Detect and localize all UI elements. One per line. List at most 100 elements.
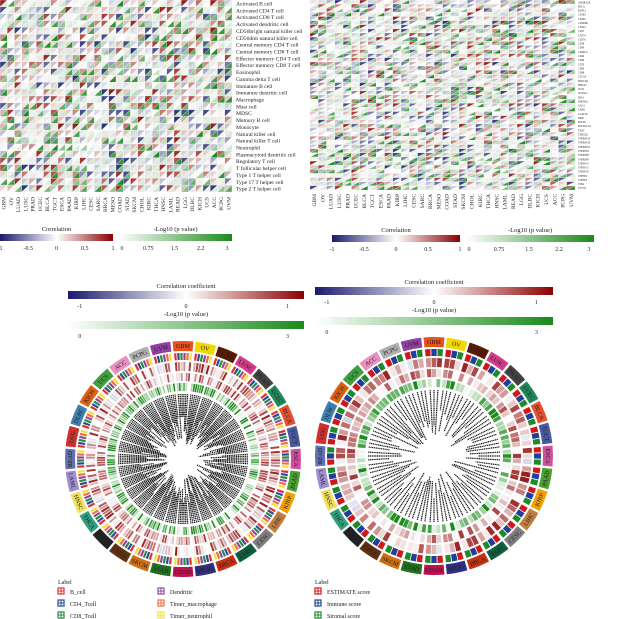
row-label: VSIR [578, 183, 584, 186]
colorbar [0, 234, 113, 241]
row-label: Type 2 T helper cell [236, 187, 281, 193]
row-label: ADORA2A [578, 1, 591, 4]
row-label: CD200R1 [578, 22, 589, 25]
row-label: Activated CD8 T cell [236, 15, 284, 21]
row-label: Natural killer T cell [236, 139, 281, 145]
column-label: LUSC [337, 194, 343, 208]
column-label: THCA [154, 197, 160, 212]
column-label: BRCA [103, 197, 109, 212]
row-label: LAG3 [578, 105, 585, 108]
correlation-cell [177, 362, 181, 372]
row-label: BTNL2 [578, 10, 587, 13]
legend-p-tick: 3 [286, 334, 289, 340]
correlation-cell [185, 362, 189, 372]
correlation-cell [187, 373, 191, 382]
column-label: GBM [312, 194, 318, 207]
legend-p-tick: 2.2 [197, 246, 205, 252]
column-label: TGCT [370, 193, 376, 208]
column-label: COAD [445, 194, 451, 210]
row-label: CD27 [578, 30, 585, 33]
row-label: TNFRSF9 [578, 158, 590, 161]
row-label: IDO1 [578, 96, 585, 99]
column-label: GBM [2, 197, 8, 210]
legend-corr-tick: 1 [286, 304, 289, 310]
row-label: CTLA4 [578, 76, 587, 79]
legend-corr-tick: -1 [77, 304, 82, 310]
row-label: Plasmacytoid dentritic cell [236, 152, 296, 158]
column-label: OV [9, 197, 15, 205]
legend-corr-title: Correlation [381, 227, 411, 234]
label-cell [202, 355, 207, 363]
label-cell [186, 353, 189, 361]
legend-corr-tick: 0.5 [81, 246, 89, 252]
row-label: TIGIT [578, 129, 585, 132]
row-label: CD86 [578, 72, 585, 75]
row-label: Type 17 T helper cell [236, 180, 284, 186]
correlation-cell [180, 362, 183, 372]
row-label: CD56dim natural killer cell [236, 36, 298, 42]
column-label: CHOL [139, 196, 145, 212]
column-label: MESO [110, 197, 116, 212]
row-label: CD160 [578, 14, 586, 17]
pvalue-cell [176, 383, 179, 392]
colorbar [68, 291, 304, 299]
row-label: CD56bright natural killer cell [236, 29, 303, 35]
pvalue-cell [185, 383, 188, 392]
legend-p-tick: 0.75 [143, 246, 154, 252]
row-label: Monocyte [236, 125, 259, 131]
column-label: LAML [168, 196, 174, 212]
correlation-cell [178, 373, 181, 382]
label-cell [180, 353, 183, 361]
column-label: SKCM [132, 197, 138, 213]
row-label: Effector memory CD8 T cell [236, 62, 301, 69]
significance-text [179, 394, 182, 417]
legend-corr-tick: 1 [112, 246, 115, 252]
legend-corr-tick: -1 [330, 247, 335, 253]
row-label: CD200 [578, 18, 586, 21]
label-cell [199, 354, 204, 362]
column-label: PRAD [31, 197, 37, 212]
correlation-cell [185, 373, 188, 382]
column-label: CHOL [469, 193, 475, 209]
pvalue-cell [187, 383, 190, 392]
column-label: MESO [436, 194, 442, 209]
legend-corr-title: Correlation coefficient [157, 283, 216, 290]
column-label: UCEC [38, 197, 44, 212]
row-label: LAIR1 [578, 109, 586, 112]
row-label: KIR3DL1 [578, 100, 589, 103]
legend-corr-tick: -0.5 [359, 247, 369, 253]
circular-heatmap-2: GBM OVLUADLUSCPRADUCECBLCATGCTESCAPAADKIR… [64, 341, 302, 577]
column-label: KIRC [478, 194, 484, 207]
row-label: MDSC [236, 111, 252, 117]
row-label: Mast cell [236, 104, 257, 110]
legend-corr-tick: -0.5 [24, 246, 34, 252]
row-label: Central memory CD8 T cell [236, 49, 299, 55]
row-label: TNFSF15 [578, 167, 589, 170]
legend-p-tick: 1.5 [171, 246, 179, 252]
legend-p-tick: 3 [588, 247, 591, 253]
correlation-cell [175, 373, 179, 382]
column-label: UCEC [354, 194, 360, 209]
column-label: HNSC [161, 197, 167, 212]
column-label: UVM [569, 194, 575, 207]
row-label: ICOSLG [578, 92, 587, 95]
correlation-cell [174, 362, 178, 372]
pvalue-cell [181, 383, 183, 392]
column-label: KICH [197, 197, 203, 210]
correlation-cell [192, 362, 196, 372]
column-label: LIHC [81, 197, 87, 210]
row-label: CD40 [578, 47, 585, 50]
legend-corr-tick: 0.5 [424, 247, 432, 253]
row-label: VTCN1 [578, 187, 587, 190]
row-label: CD80 [578, 67, 585, 70]
row-label: Eosinophil [236, 70, 261, 76]
row-label: CD48 [578, 59, 585, 62]
column-label: PRAD [345, 194, 351, 209]
heatmap-1 [309, 0, 576, 191]
column-label: PCPG [219, 197, 225, 211]
column-label: SARC [96, 197, 102, 212]
correlation-cell [180, 373, 183, 382]
column-label: CESC [89, 197, 95, 211]
row-label: BTLA [578, 5, 585, 8]
row-label: Gamma delta T cell [236, 77, 281, 83]
